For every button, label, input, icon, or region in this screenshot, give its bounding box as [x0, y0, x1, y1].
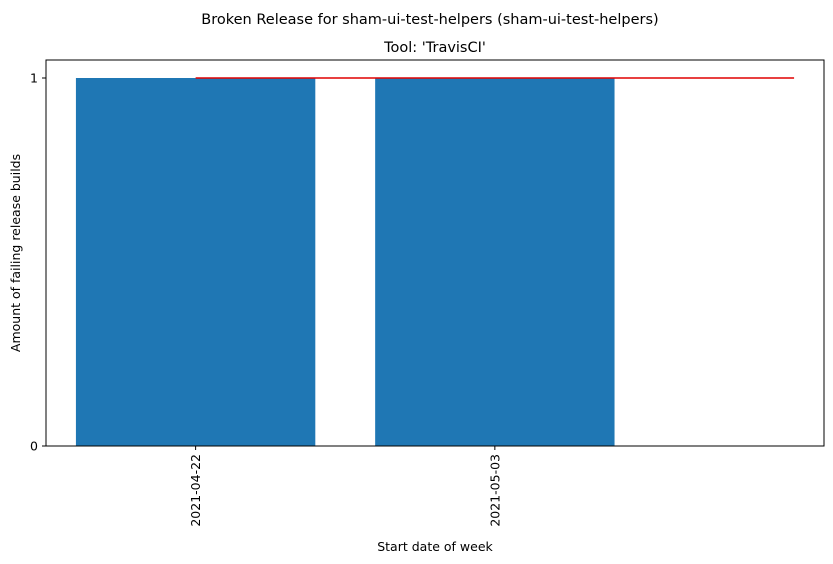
x-tick-label-2021-05-03: 2021-05-03: [487, 454, 502, 527]
bar-2021-05-03: [375, 78, 615, 446]
y-axis-label: Amount of failing release builds: [8, 154, 23, 352]
bars-group: [75, 78, 615, 446]
bar-2021-04-22: [75, 78, 316, 446]
plot-frame: [45, 59, 825, 447]
chart-suptitle: Broken Release for sham-ui-test-helpers …: [201, 12, 658, 28]
x-axis-label: Start date of week: [377, 539, 493, 554]
x-tick-label-2021-04-22: 2021-04-22: [188, 454, 203, 527]
x-ticks-group: 2021-04-22 2021-05-03: [188, 446, 502, 527]
y-ticks-group: 01: [30, 71, 46, 454]
y-tick-label-1: 1: [30, 71, 38, 86]
chart-subtitle: Tool: 'TravisCI': [383, 40, 486, 56]
y-tick-label-0: 0: [30, 439, 38, 454]
